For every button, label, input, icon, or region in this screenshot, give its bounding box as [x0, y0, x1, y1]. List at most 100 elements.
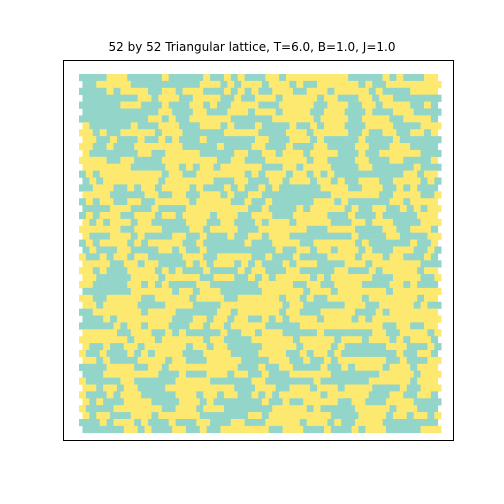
lattice-cell — [382, 74, 390, 82]
lattice-cell — [310, 191, 318, 199]
lattice-cell — [361, 294, 370, 302]
lattice-cell — [344, 246, 352, 254]
lattice-cell — [372, 122, 380, 130]
lattice-cell — [99, 143, 107, 151]
lattice-cell — [254, 425, 263, 434]
lattice-cell — [234, 218, 242, 227]
lattice-cell — [296, 163, 304, 171]
lattice-cell — [106, 253, 114, 261]
lattice-cell — [406, 425, 414, 434]
lattice-cell — [348, 225, 356, 233]
lattice-cell — [372, 274, 380, 282]
lattice-cell — [375, 253, 383, 261]
lattice-cell — [206, 274, 214, 282]
lattice-cell — [344, 412, 352, 420]
lattice-cell — [344, 398, 352, 406]
lattice-cell — [134, 253, 142, 261]
lattice-cell — [375, 419, 383, 427]
lattice-cell — [175, 419, 183, 427]
lattice-cell — [334, 129, 342, 137]
lattice-cell — [179, 80, 187, 89]
lattice-cell — [424, 87, 432, 95]
lattice-cell — [268, 287, 276, 296]
lattice-cell — [279, 419, 287, 427]
lattice-cell — [172, 218, 180, 227]
lattice-cell — [189, 225, 197, 233]
lattice-cell — [268, 412, 276, 420]
lattice-cell — [306, 294, 314, 302]
lattice-cell — [258, 239, 266, 247]
lattice-cell — [134, 391, 142, 399]
lattice-cell — [234, 412, 242, 420]
lattice-cell — [313, 129, 321, 137]
lattice-cell — [158, 108, 166, 116]
lattice-cell — [292, 391, 301, 399]
lattice-cell — [355, 308, 363, 316]
lattice-cell — [185, 343, 194, 351]
lattice-cell — [182, 212, 190, 220]
lattice-cell — [85, 336, 94, 344]
lattice-cell — [351, 94, 359, 102]
lattice-cell — [282, 80, 290, 89]
lattice-cell — [110, 315, 118, 323]
lattice-cell — [130, 384, 138, 392]
lattice-cell — [275, 356, 283, 365]
lattice-cell — [386, 177, 394, 185]
lattice-cell — [103, 94, 111, 102]
lattice-cell — [282, 301, 290, 309]
lattice-cell — [241, 177, 249, 185]
lattice-cell — [165, 425, 173, 434]
lattice-cell — [113, 391, 121, 399]
lattice-cell — [396, 377, 404, 385]
lattice-cell — [320, 419, 328, 427]
lattice-cell — [282, 412, 290, 420]
lattice-cell — [217, 419, 225, 427]
lattice-cell — [154, 184, 163, 192]
lattice-cell — [182, 350, 190, 358]
lattice-cell — [355, 87, 363, 95]
lattice-cell — [399, 274, 408, 282]
lattice-cell — [127, 322, 135, 330]
lattice-cell — [210, 143, 218, 151]
lattice-cell — [172, 80, 180, 89]
lattice-cell — [223, 267, 232, 275]
lattice-cell — [251, 350, 259, 358]
lattice-cell — [230, 419, 238, 427]
lattice-cell — [368, 156, 376, 164]
lattice-cell — [430, 281, 439, 289]
lattice-cell — [199, 301, 207, 309]
lattice-cell — [351, 149, 359, 158]
lattice-cell — [137, 177, 145, 185]
lattice-cell — [272, 74, 280, 82]
lattice-cell — [168, 281, 176, 289]
lattice-cell — [137, 122, 145, 130]
lattice-cell — [251, 253, 259, 261]
lattice-cell — [413, 80, 421, 89]
lattice-cell — [334, 391, 342, 399]
lattice-cell — [296, 287, 304, 296]
lattice-cell — [268, 80, 276, 89]
lattice-cell — [261, 122, 270, 130]
lattice-cell — [310, 218, 318, 227]
lattice-cell — [248, 177, 256, 185]
lattice-cell — [254, 287, 263, 296]
lattice-cell — [234, 205, 242, 213]
lattice-cell — [330, 343, 339, 351]
lattice-cell — [248, 329, 256, 337]
lattice-cell — [161, 322, 169, 330]
lattice-cell — [279, 405, 287, 413]
lattice-cell — [344, 329, 352, 337]
lattice-cell — [96, 370, 104, 378]
lattice-cell — [120, 322, 128, 330]
lattice-cell — [123, 177, 132, 185]
lattice-cell — [85, 184, 94, 192]
lattice-cell — [248, 149, 256, 158]
lattice-cell — [268, 398, 276, 406]
lattice-cell — [334, 253, 342, 261]
lattice-cell — [254, 343, 263, 351]
lattice-cell — [251, 377, 259, 385]
lattice-cell — [237, 363, 245, 371]
lattice-cell — [217, 184, 225, 192]
lattice-cell — [158, 260, 166, 268]
lattice-cell — [175, 336, 183, 344]
